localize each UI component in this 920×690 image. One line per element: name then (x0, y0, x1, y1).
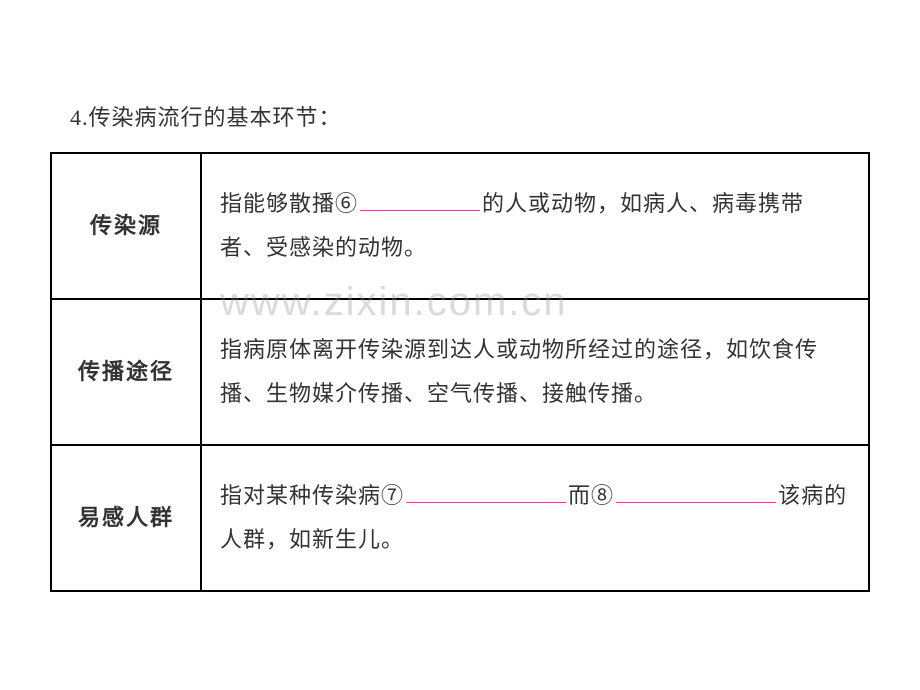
row-content-susceptible: 指对某种传染病⑦而⑧该病的人群，如新生儿。 (201, 445, 869, 591)
text-prefix: 指能够散播 (220, 191, 335, 216)
blank-number-7: ⑦ (381, 483, 404, 508)
row-content-route: 指病原体离开传染源到达人或动物所经过的途径，如饮食传播、生物媒介传播、空气传播、… (201, 299, 869, 445)
table-row: 传染源 指能够散播⑥的人或动物，如病人、病毒携带者、受感染的动物。 (51, 153, 869, 299)
fill-blank-6[interactable] (360, 189, 480, 211)
row-header-route: 传播途径 (51, 299, 201, 445)
text-part1: 指对某种传染病 (220, 483, 381, 508)
blank-number-6: ⑥ (335, 191, 358, 216)
document-content: 4.传染病流行的基本环节： 传染源 指能够散播⑥的人或动物，如病人、病毒携带者、… (0, 0, 920, 642)
blank-number-8: ⑧ (591, 483, 614, 508)
table-row: 易感人群 指对某种传染病⑦而⑧该病的人群，如新生儿。 (51, 445, 869, 591)
text-full: 指病原体离开传染源到达人或动物所经过的途径，如饮食传播、生物媒介传播、空气传播、… (220, 337, 818, 406)
table-row: 传播途径 指病原体离开传染源到达人或动物所经过的途径，如饮食传播、生物媒介传播、… (51, 299, 869, 445)
row-header-source: 传染源 (51, 153, 201, 299)
fill-blank-8[interactable] (616, 481, 776, 503)
fill-blank-7[interactable] (406, 481, 566, 503)
main-table: 传染源 指能够散播⑥的人或动物，如病人、病毒携带者、受感染的动物。 传播途径 指… (50, 152, 870, 592)
section-title: 4.传染病流行的基本环节： (50, 100, 870, 132)
text-part2: 而 (568, 483, 591, 508)
row-content-source: 指能够散播⑥的人或动物，如病人、病毒携带者、受感染的动物。 (201, 153, 869, 299)
row-header-susceptible: 易感人群 (51, 445, 201, 591)
